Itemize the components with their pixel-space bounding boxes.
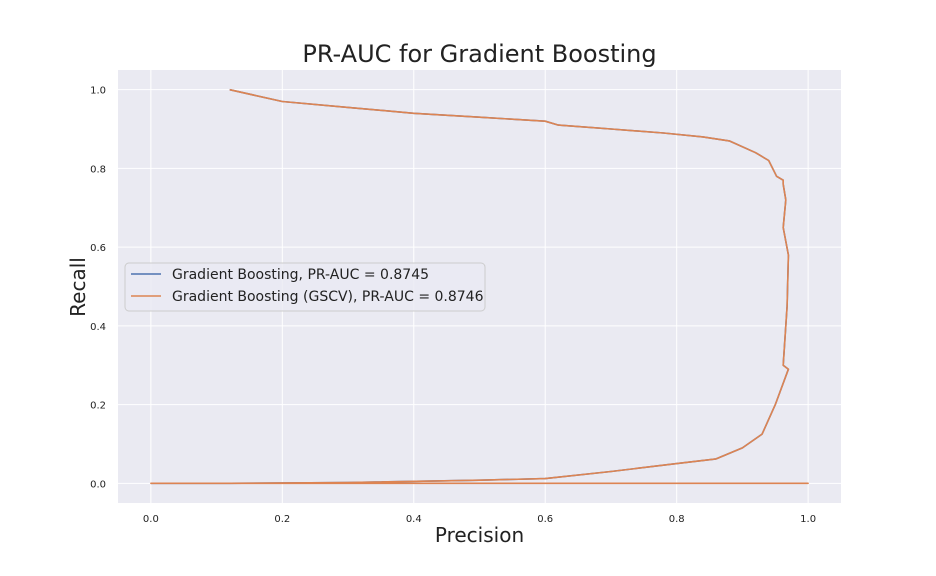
series-line-1 (150, 88, 809, 485)
y-tick-label: 0.4 (90, 322, 106, 333)
x-tick-label: 0.2 (274, 514, 290, 525)
x-tick-label: 0.4 (406, 514, 422, 525)
x-tick-label: 1.0 (800, 514, 816, 525)
x-tick-label: 0.8 (669, 514, 685, 525)
y-tick-label: 0.6 (90, 243, 106, 254)
x-tick-labels: 0.0 0.2 0.4 0.6 0.8 1.0 (143, 514, 816, 525)
series-layer (150, 88, 809, 485)
x-tick-label: 0.6 (537, 514, 553, 525)
y-tick-label: 0.0 (90, 479, 106, 490)
x-tick-label: 0.0 (143, 514, 159, 525)
y-tick-label: 0.2 (90, 401, 106, 412)
x-axis-label: Precision (435, 523, 524, 547)
y-tick-label: 0.8 (90, 164, 106, 175)
y-tick-labels: 0.0 0.2 0.4 0.6 0.8 1.0 (90, 86, 106, 491)
legend-label-gradient-boosting-gscv: Gradient Boosting (GSCV), PR-AUC = 0.874… (172, 289, 484, 305)
chart-title: PR-AUC for Gradient Boosting (302, 40, 656, 68)
legend-box (124, 262, 486, 312)
y-axis-label: Recall (66, 257, 90, 317)
legend-label-gradient-boosting: Gradient Boosting, PR-AUC = 0.8745 (172, 267, 429, 283)
y-tick-label: 1.0 (90, 86, 106, 97)
legend: Gradient Boosting, PR-AUC = 0.8745 Gradi… (124, 262, 486, 312)
